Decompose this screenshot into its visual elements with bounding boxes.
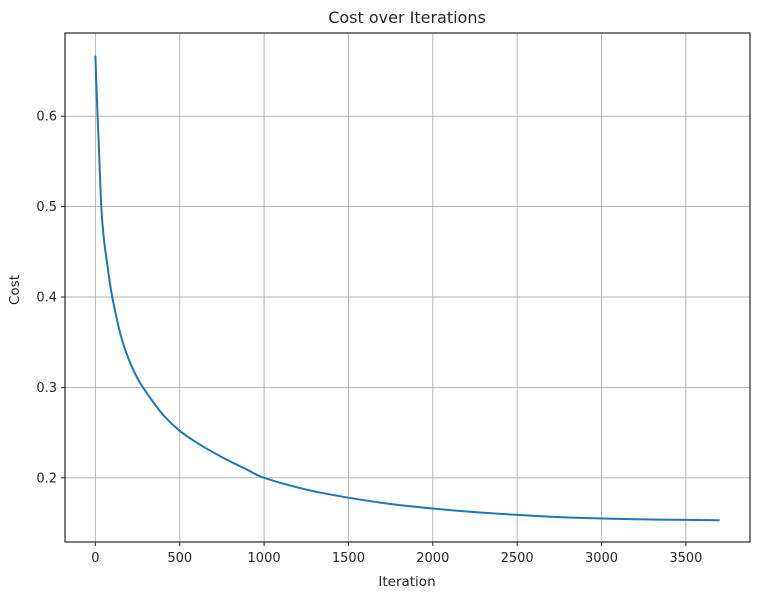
x-tick-label: 3000 xyxy=(585,551,618,566)
x-tick-label: 2000 xyxy=(416,551,449,566)
y-tick-label: 0.5 xyxy=(36,200,57,215)
x-tick-label: 0 xyxy=(91,551,99,566)
x-tick-label: 1500 xyxy=(332,551,365,566)
plot-frame xyxy=(64,32,751,543)
y-tick-label: 0.4 xyxy=(36,290,57,305)
y-axis-ticks: 0.2 0.3 0.4 0.5 0.6 xyxy=(36,110,65,486)
chart-title: Cost over Iterations xyxy=(328,8,486,27)
x-tick-label: 2500 xyxy=(501,551,534,566)
y-tick-label: 0.2 xyxy=(36,471,57,486)
x-tick-label: 3500 xyxy=(669,551,702,566)
x-tick-label: 500 xyxy=(167,551,192,566)
x-axis-ticks: 0 500 1000 1500 2000 2500 3000 3500 xyxy=(91,542,702,566)
cost-line xyxy=(94,55,720,522)
grid-lines xyxy=(65,33,750,542)
y-axis-label: Cost xyxy=(7,275,23,305)
data-series xyxy=(94,55,720,522)
y-tick-label: 0.6 xyxy=(36,110,57,125)
y-tick-label: 0.3 xyxy=(36,381,57,396)
x-tick-label: 1000 xyxy=(248,551,281,566)
x-axis-label: Iteration xyxy=(378,574,435,590)
